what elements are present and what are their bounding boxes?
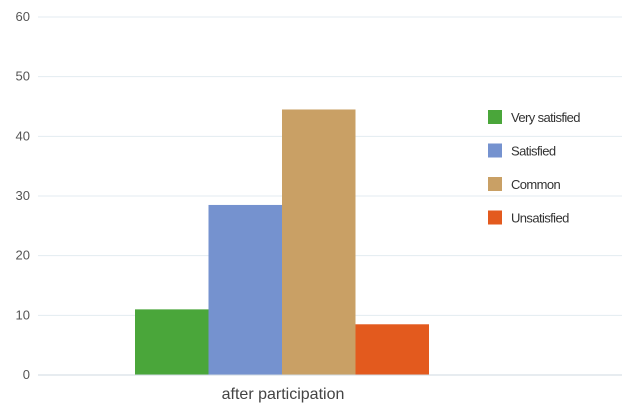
y-axis-ticks: 0 10 20 30 40 50 60	[16, 9, 30, 382]
y-tick-label: 20	[16, 248, 30, 263]
legend-swatch	[488, 143, 502, 158]
bars	[135, 109, 429, 375]
legend-label: Very satisfied	[511, 110, 580, 125]
x-category-label: after participation	[222, 386, 345, 403]
x-axis: after participation	[38, 374, 622, 403]
y-tick-label: 0	[23, 367, 30, 382]
legend-label: Satisfied	[511, 144, 556, 159]
legend-swatch	[488, 177, 502, 191]
y-tick-label: 50	[16, 69, 30, 84]
legend-label: Common	[511, 177, 561, 192]
y-tick-label: 40	[16, 128, 30, 143]
y-tick-label: 30	[16, 188, 30, 203]
legend: Very satisfied Satisfied Common Unsatisfied	[488, 110, 581, 226]
y-tick-label: 60	[16, 9, 30, 24]
bar-very-satisfied	[135, 309, 209, 375]
legend-label: Unsatisfied	[511, 211, 569, 226]
bar-unsatisfied	[355, 324, 429, 375]
bar-common	[282, 109, 356, 375]
legend-swatch	[488, 210, 502, 225]
legend-swatch	[488, 110, 502, 124]
bar-satisfied	[208, 204, 282, 375]
y-tick-label: 10	[16, 307, 30, 322]
